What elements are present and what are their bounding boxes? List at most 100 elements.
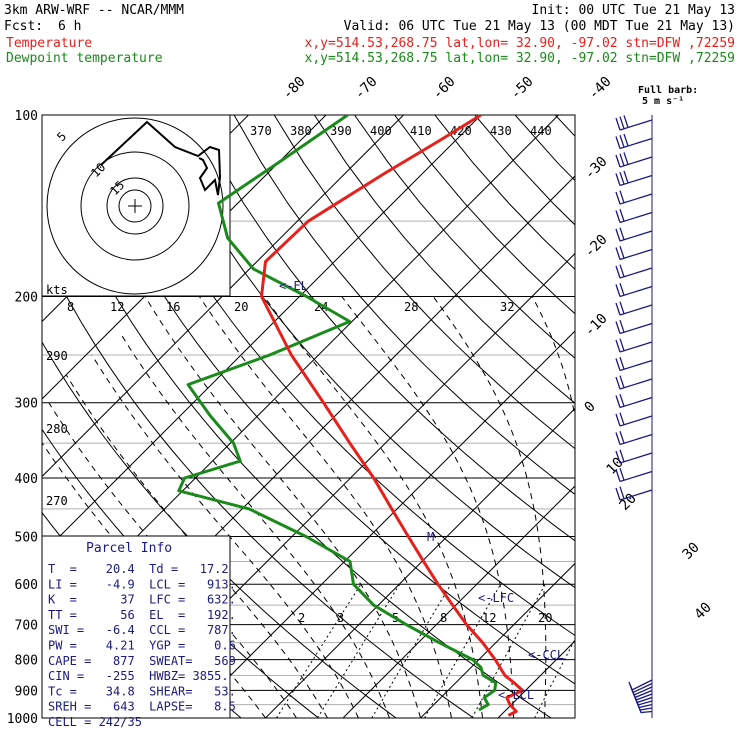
hodograph-units: kts <box>46 283 68 297</box>
mixing-ratio-label: 8 <box>440 611 447 625</box>
parcel-info-row: CAPE = 877 SWEAT= 569 <box>48 654 236 668</box>
wind-barb <box>616 191 652 204</box>
pressure-label: 400 <box>15 472 38 487</box>
forecast-label: Fcst: <box>4 19 43 34</box>
isotherm-label-top: -80 <box>280 74 309 103</box>
mixing-ratio-label: 12 <box>482 611 496 625</box>
isotherm-label-right: 20 <box>617 491 640 514</box>
isotherm-line <box>343 115 740 718</box>
dry-adiabat <box>475 115 740 718</box>
el-marker: <-EL <box>279 279 308 293</box>
level-markers: <-EL <-LFC <-CCL <-LCL M <box>279 279 564 702</box>
potential-temperature-label: 410 <box>410 124 432 138</box>
mixing-ratio-label: 20 <box>234 300 248 314</box>
pressure-label: 600 <box>15 578 38 593</box>
potential-temperature-label: 400 <box>370 124 392 138</box>
legend-dewpoint-location: x,y=514.53,268.75 lat,lon= 32.90, -97.02… <box>305 51 735 66</box>
dry-adiabat <box>676 115 740 718</box>
wind-barb <box>616 246 652 259</box>
parcel-info-row: LI = -4.9 LCL = 913. <box>48 577 236 591</box>
init-time: Init: 00 UTC Tue 21 May 13 <box>532 3 736 18</box>
lfc-marker: <-LFC <box>478 591 514 605</box>
legend-temperature-location: x,y=514.53,268.75 lat,lon= 32.90, -97.02… <box>305 36 735 51</box>
pressure-label: 500 <box>15 530 38 545</box>
parcel-info-row: SWI = -6.4 CCL = 787. <box>48 623 236 637</box>
wind-barb <box>616 302 652 315</box>
barb-legend: Full barb: 5 m s⁻¹ <box>638 85 698 107</box>
mixing-ratio-label: 8 <box>67 300 74 314</box>
mixing-ratio-line <box>318 584 400 718</box>
wind-barb <box>616 134 652 149</box>
mixing-ratio-label: 3 <box>337 611 344 625</box>
parcel-info-row: PW = 4.21 YGP = 0.6 <box>48 639 236 653</box>
moist-adiabat <box>264 297 482 719</box>
potential-temperature-label: 370 <box>250 124 272 138</box>
isotherm-label-right: 0 <box>582 399 599 416</box>
pressure-label: 900 <box>15 684 38 699</box>
wind-barb <box>616 431 652 444</box>
parcel-info-row: K = 37 LFC = 632. <box>48 593 236 607</box>
isotherm-line <box>266 115 740 718</box>
potential-temperature-label: 290 <box>46 349 68 363</box>
isotherm-label-right: -30 <box>582 154 611 183</box>
potential-temperature-label: 270 <box>46 494 68 508</box>
wind-barb <box>616 228 652 241</box>
wind-barb <box>616 376 652 389</box>
wind-barb <box>616 209 652 222</box>
mixing-ratio-label: 28 <box>404 300 418 314</box>
wind-barb <box>616 357 652 370</box>
wind-barb <box>616 320 652 333</box>
mixing-ratio-label: 12 <box>110 300 124 314</box>
parcel-info-row: TT = 56 EL = 192. <box>48 608 236 622</box>
valid-time: Valid: 06 UTC Tue 21 May 13 (00 MDT Tue … <box>344 19 735 34</box>
parcel-info-row: Tc = 34.8 SHEAR= 53. <box>48 684 236 698</box>
mixing-ratio-label: 16 <box>166 300 180 314</box>
isotherm-label-top: -60 <box>430 74 459 103</box>
hodograph: 5 10 15 kts <box>42 115 230 297</box>
potential-temperature-label: 440 <box>530 124 552 138</box>
pressure-label: 1000 <box>7 712 38 727</box>
lcl-marker: <-LCL <box>498 688 534 702</box>
m-marker: M <box>427 530 434 544</box>
parcel-info-row: CIN = -255 HWBZ= 3855. <box>48 669 229 683</box>
isotherm-line <box>731 115 740 718</box>
forecast-hour: 6 h <box>58 19 81 34</box>
parcel-info: Parcel Info T = 20.4 Td = 17.2LI = -4.9 … <box>42 536 236 729</box>
isotherm-label-top: -50 <box>508 74 537 103</box>
legend-temperature-name: Temperature <box>6 36 92 51</box>
mixing-ratio-label: 32 <box>500 300 514 314</box>
isotherm-label-top: -70 <box>352 74 381 103</box>
wind-barb <box>616 115 652 130</box>
dry-adiabat <box>555 115 740 718</box>
isotherm-line <box>498 115 740 718</box>
potential-temperature-label: 280 <box>46 422 68 436</box>
parcel-info-title: Parcel Info <box>86 541 172 556</box>
parcel-info-row: T = 20.4 Td = 17.2 <box>48 562 229 576</box>
isotherm-label-right: 40 <box>692 600 715 623</box>
ccl-marker: <-CCL <box>528 648 564 662</box>
wind-barb <box>616 152 652 167</box>
isotherm-label-top: -40 <box>586 74 615 103</box>
pressure-label: 200 <box>15 291 38 306</box>
wind-barb <box>616 265 652 278</box>
header: 3km ARW-WRF -- NCAR/MMM Init: 00 UTC Tue… <box>4 3 735 66</box>
dry-adiabat <box>234 115 740 718</box>
mixing-ratio-label: 20 <box>538 611 552 625</box>
potential-temperature-label: 430 <box>490 124 512 138</box>
parcel-info-rows: T = 20.4 Td = 17.2LI = -4.9 LCL = 913. K … <box>48 562 236 729</box>
parcel-info-row: SREH = 643 LAPSE= 8.5 <box>48 700 236 714</box>
wind-barbs <box>616 115 652 712</box>
parcel-info-row: CELL = 242/35 <box>48 715 142 729</box>
mixing-ratio-line <box>372 584 451 718</box>
isotherm-label-right: -20 <box>582 232 611 261</box>
dry-adiabat <box>515 115 740 718</box>
wind-barb <box>616 283 652 296</box>
pressure-label: 700 <box>15 619 38 634</box>
mixing-ratio-label: 2 <box>298 611 305 625</box>
isotherm-line <box>188 115 740 718</box>
isotherm-label-right: -10 <box>582 311 611 340</box>
